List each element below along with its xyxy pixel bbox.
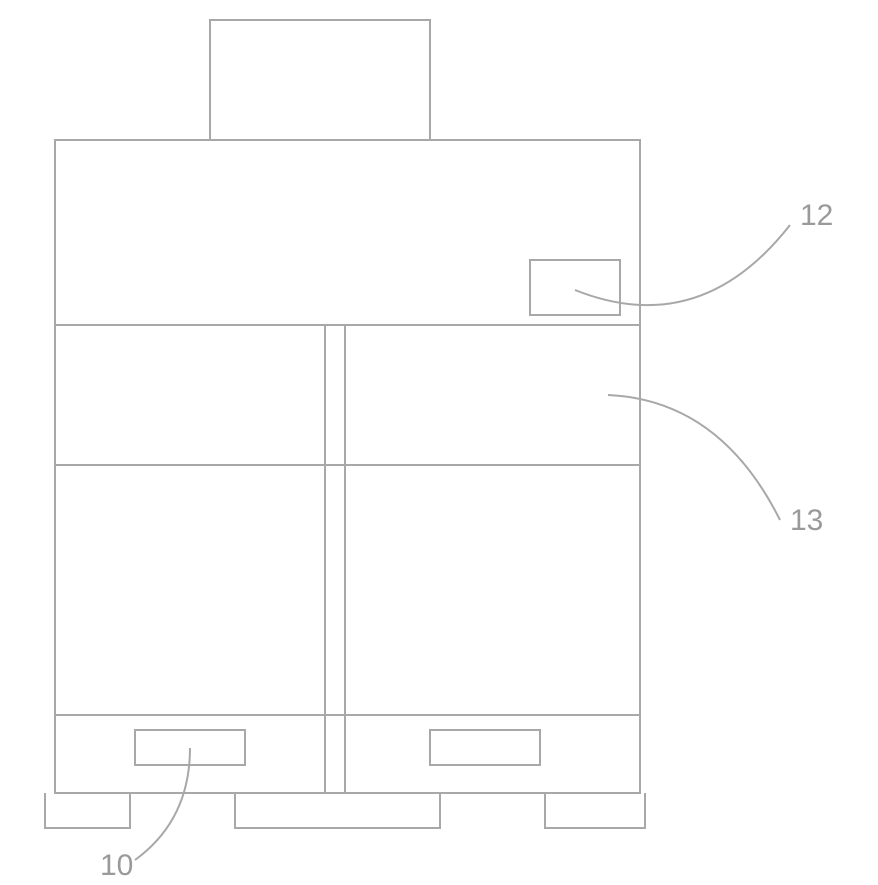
mid-right [345,325,640,465]
foot-right [345,715,640,793]
mid-left [55,325,325,465]
mid-center [325,325,345,465]
base-profile [45,793,645,828]
big-right [345,465,640,715]
small-port [530,260,620,315]
callout-13-label: 13 [790,504,823,537]
big-center [325,465,345,715]
top-block [210,20,430,140]
big-left [55,465,325,715]
foot-slot-right [430,730,540,765]
callout-12-leader [575,225,790,305]
callout-13-leader [608,395,780,520]
upper-body [55,140,640,325]
callout-12-label: 12 [800,199,833,232]
callout-10-label: 10 [100,849,133,882]
foot-center [325,715,345,793]
